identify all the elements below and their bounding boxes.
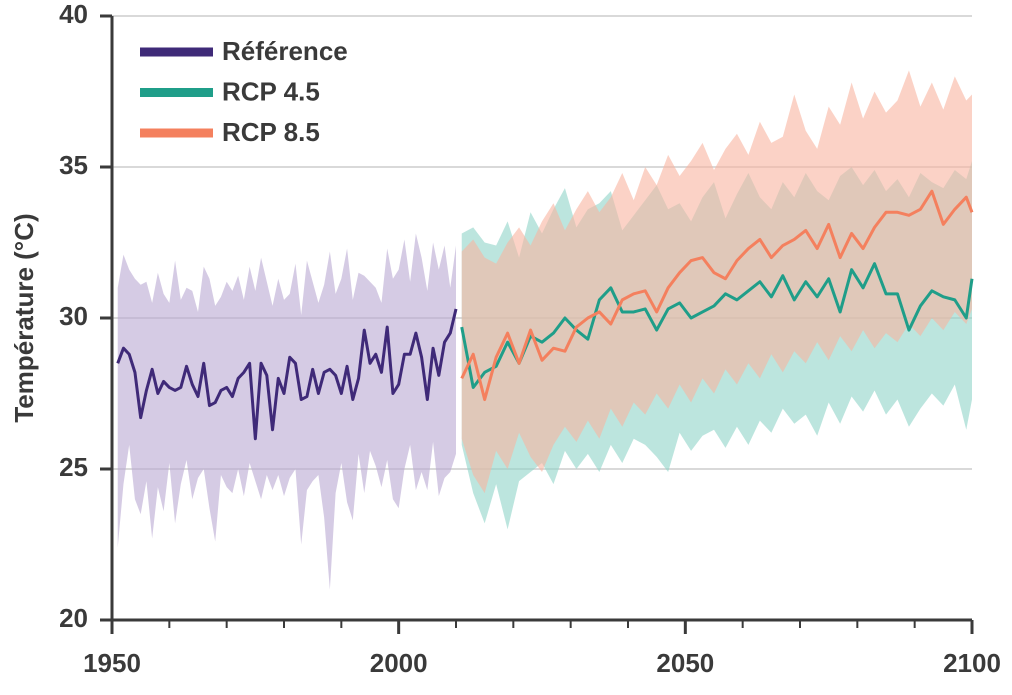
y-tick-label: 25 [59, 452, 88, 482]
series-line [116, 308, 458, 441]
uncertainty-band [117, 233, 456, 590]
y-axis-label: Température (°C) [9, 213, 39, 422]
y-tick-label: 30 [59, 301, 88, 331]
y-tick-label: 40 [59, 0, 88, 29]
legend-label: RCP 4.5 [222, 76, 320, 106]
series-line [460, 189, 974, 402]
y-tick-label: 35 [59, 150, 88, 180]
legend-label: Référence [222, 36, 348, 66]
y-tick-label: 20 [59, 603, 88, 633]
x-tick-label: 2100 [943, 648, 1001, 678]
series-line [460, 262, 974, 389]
x-tick-label: 2050 [656, 648, 714, 678]
uncertainty-band [461, 70, 972, 494]
x-tick-label: 1950 [83, 648, 141, 678]
x-tick-label: 2000 [370, 648, 428, 678]
legend-label: RCP 8.5 [222, 117, 320, 147]
